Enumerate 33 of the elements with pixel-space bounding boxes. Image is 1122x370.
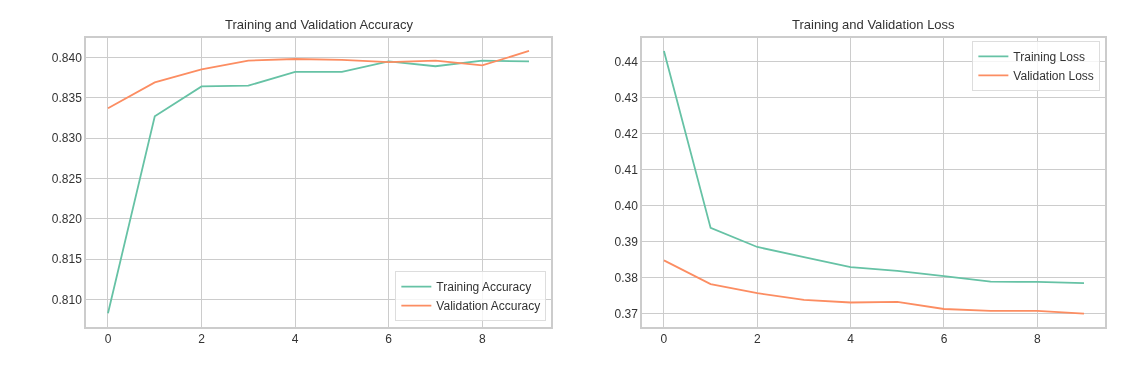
- x-tick-label: 6: [385, 332, 393, 347]
- y-tick-label: 0.42: [614, 126, 639, 141]
- legend-label: Training Loss: [1013, 50, 1085, 65]
- y-tick-label: 0.840: [51, 50, 83, 65]
- x-tick-label: 2: [198, 332, 206, 347]
- y-tick-label: 0.41: [614, 162, 639, 177]
- x-tick-label: 8: [478, 332, 486, 347]
- x-tick-label: 0: [660, 332, 668, 347]
- x-tick-label: 4: [847, 332, 855, 347]
- y-tick-label: 0.40: [614, 198, 639, 213]
- chart-title: Training and Validation Loss: [792, 17, 956, 32]
- y-tick-label: 0.37: [614, 306, 639, 321]
- y-tick-label: 0.43: [614, 90, 639, 105]
- y-tick-label: 0.835: [51, 90, 83, 105]
- y-tick-label: 0.815: [51, 252, 83, 267]
- legend-label: Training Accuracy: [436, 280, 532, 295]
- legend-label: Validation Accuracy: [436, 299, 541, 314]
- y-tick-label: 0.810: [51, 292, 83, 307]
- legend-label: Validation Loss: [1013, 69, 1094, 84]
- y-tick-label: 0.830: [51, 131, 83, 146]
- x-tick-label: 8: [1033, 332, 1041, 347]
- x-tick-label: 0: [104, 332, 112, 347]
- y-tick-label: 0.820: [51, 212, 83, 227]
- line-series: [663, 259, 1085, 315]
- chart-title: Training and Validation Accuracy: [225, 17, 414, 32]
- x-tick-label: 4: [291, 332, 299, 347]
- line-series: [107, 50, 530, 110]
- y-tick-label: 0.38: [614, 270, 639, 285]
- y-tick-label: 0.825: [51, 171, 83, 186]
- y-tick-label: 0.44: [614, 54, 639, 69]
- x-tick-label: 2: [753, 332, 761, 347]
- x-tick-label: 6: [940, 332, 948, 347]
- y-tick-label: 0.39: [614, 234, 639, 249]
